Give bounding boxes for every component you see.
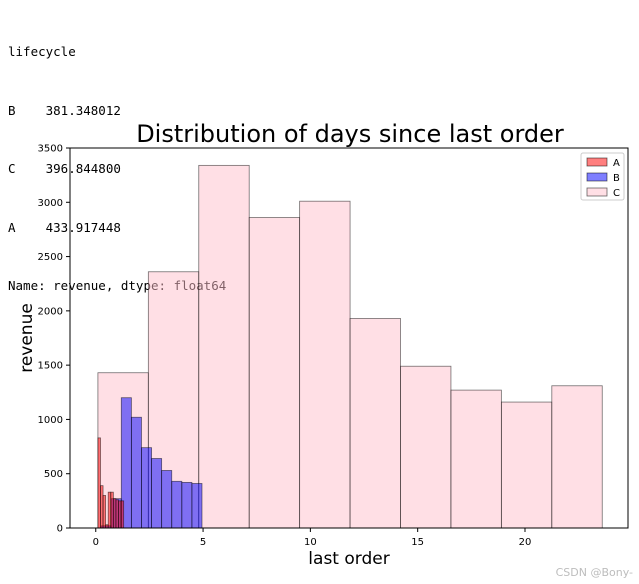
histogram-chart: Distribution of days since last order 0 5…	[17, 120, 629, 569]
legend-swatch-b	[586, 172, 608, 182]
bar-b	[191, 483, 203, 529]
chart-legend: ABC	[580, 152, 625, 201]
bar-a	[102, 495, 107, 529]
bar-b	[130, 416, 142, 529]
watermark: CSDN @Bony-	[555, 566, 633, 579]
y-tick-label: 500	[44, 469, 63, 480]
bar-c	[500, 401, 553, 529]
bar-c	[551, 385, 603, 529]
chart-title: Distribution of days since last order	[136, 120, 564, 148]
bar-c	[349, 318, 401, 529]
legend-label-a: A	[613, 158, 620, 169]
y-tick-label: 3500	[38, 144, 63, 155]
legend-swatch-a	[586, 157, 608, 167]
legend-label-c: C	[613, 188, 620, 199]
bar-c	[198, 164, 250, 529]
console-line: lifecycle	[8, 44, 76, 59]
console-line: A 433.917448	[8, 219, 121, 235]
legend-swatch-c	[586, 187, 608, 197]
legend-label-b: B	[613, 173, 620, 184]
x-tick-label: 0	[93, 537, 99, 548]
x-tick-label: 20	[519, 537, 532, 548]
y-tick-label: 1500	[38, 361, 63, 372]
bar-c	[400, 365, 452, 529]
bar-a	[120, 500, 125, 529]
bar-b	[171, 480, 183, 529]
console-line: B 381.348012	[8, 102, 121, 118]
y-tick-label: 1000	[38, 415, 63, 426]
x-tick-label: 15	[411, 537, 424, 548]
x-axis-label: last order	[308, 549, 389, 569]
bar-b	[181, 481, 193, 529]
bars-layer	[97, 164, 603, 529]
bar-b	[161, 470, 173, 529]
y-axis-label: revenue	[17, 303, 37, 373]
axis-ticks: 0 5 10 15 20 0 500 1000 1500 2000 2500 3000 3500	[38, 144, 532, 549]
y-tick-label: 0	[57, 524, 63, 535]
bar-b	[141, 447, 152, 529]
bar-c	[450, 389, 502, 529]
y-tick-label: 2500	[38, 252, 63, 263]
plot-frame	[69, 147, 629, 529]
bar-c	[248, 217, 301, 529]
x-tick-label: 5	[200, 537, 206, 548]
bar-b	[151, 458, 163, 529]
y-tick-label: 2000	[38, 306, 63, 317]
console-line: C 396.844800	[8, 161, 121, 176]
x-tick-label: 10	[304, 537, 317, 548]
bar-c	[299, 200, 351, 529]
y-tick-label: 3000	[38, 198, 63, 209]
